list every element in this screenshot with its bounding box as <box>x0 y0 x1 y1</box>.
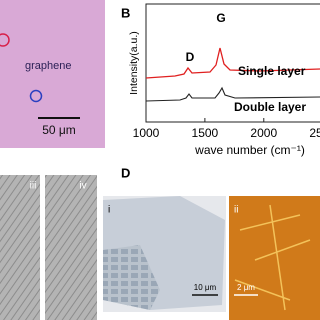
scale-label: 10 μm <box>194 283 217 292</box>
x-tick-label: 1500 <box>192 126 219 140</box>
afm-image <box>229 196 320 320</box>
y-axis-label: Intensity(a.u.) <box>128 31 140 95</box>
peak-label: D <box>186 50 195 64</box>
series-label: Single layer <box>238 64 306 78</box>
panel-letter: D <box>121 165 130 180</box>
sub-label: i <box>108 205 110 216</box>
optical-image <box>0 0 105 148</box>
sub-label: iii <box>30 181 37 192</box>
double-layer-spectrum <box>145 86 320 102</box>
sub-label: iv <box>79 181 86 192</box>
sub-label: ii <box>234 205 238 216</box>
series-label: Double layer <box>234 100 306 114</box>
scale-label: 2 μm <box>237 283 255 292</box>
x-tick-label: 2500 <box>309 126 320 140</box>
tem-image <box>0 175 40 320</box>
domain-region <box>103 245 160 310</box>
graphene-label: graphene <box>25 60 72 72</box>
tem-image <box>45 175 97 320</box>
x-axis-label: wave number (cm⁻¹) <box>194 143 305 157</box>
panel-letter: B <box>121 5 130 20</box>
x-tick-label: 1000 <box>133 126 160 140</box>
peak-label: G <box>216 11 225 25</box>
blue-marker <box>29 89 43 103</box>
wrinkles <box>234 204 311 311</box>
single-layer-spectrum <box>145 47 320 79</box>
red-marker <box>0 33 10 47</box>
plot-frame <box>145 3 320 123</box>
x-tick-label: 2000 <box>250 126 277 140</box>
scale-label: 50 μm <box>42 123 76 137</box>
